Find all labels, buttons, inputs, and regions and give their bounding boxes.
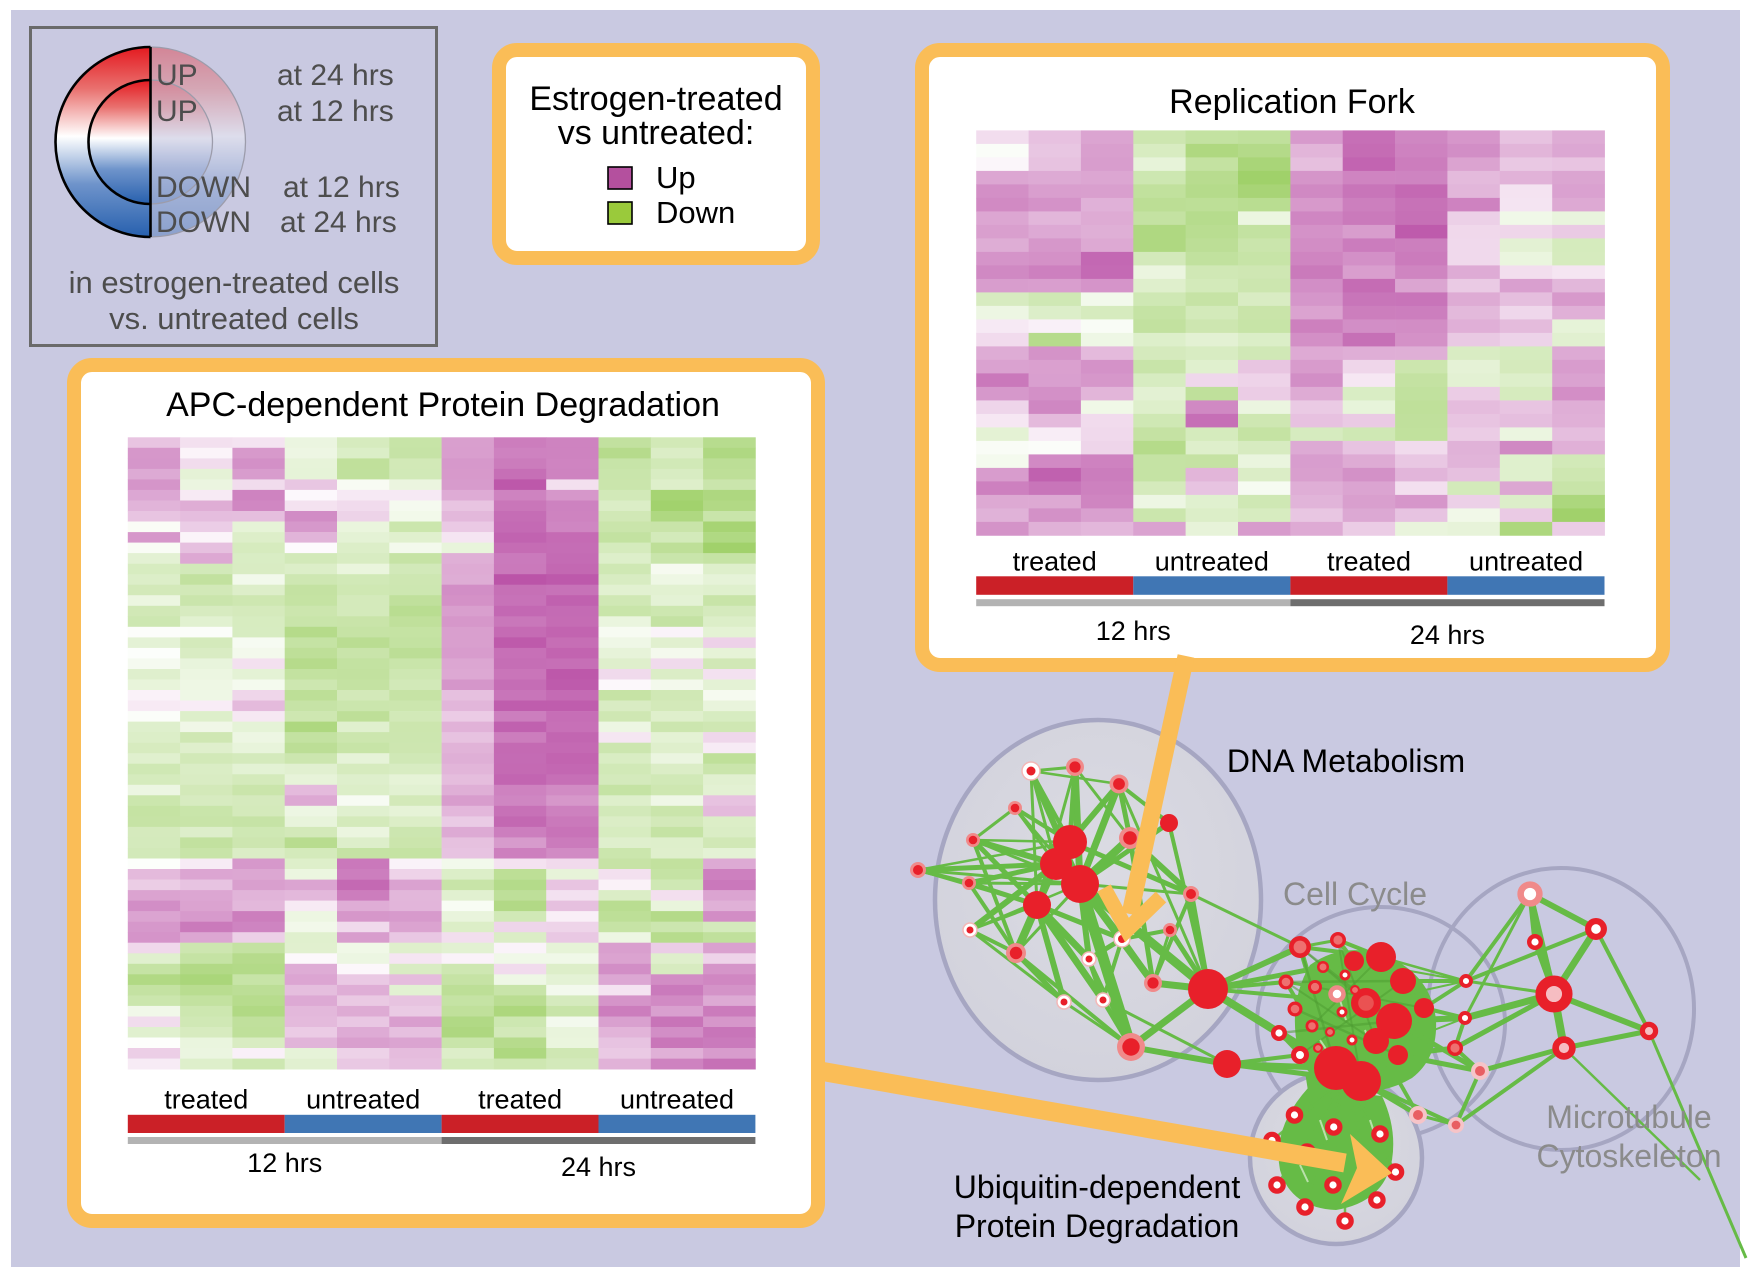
svg-text:Protein Degradation: Protein Degradation	[955, 1208, 1240, 1244]
svg-text:UP: UP	[156, 59, 198, 92]
svg-text:12 hrs: 12 hrs	[1096, 616, 1171, 646]
svg-text:Cytoskeleton: Cytoskeleton	[1537, 1138, 1722, 1174]
svg-text:24 hrs: 24 hrs	[1410, 620, 1485, 650]
svg-text:DOWN: DOWN	[156, 171, 251, 204]
svg-text:UP: UP	[156, 95, 198, 128]
svg-text:Down: Down	[656, 195, 735, 230]
svg-text:vs untreated:: vs untreated:	[558, 114, 755, 152]
svg-text:treated: treated	[164, 1085, 248, 1115]
svg-text:treated: treated	[478, 1085, 562, 1115]
svg-text:in estrogen-treated cells: in estrogen-treated cells	[69, 265, 400, 300]
svg-text:treated: treated	[1327, 547, 1411, 577]
svg-text:vs. untreated cells: vs. untreated cells	[109, 301, 359, 336]
svg-text:Ubiquitin-dependent: Ubiquitin-dependent	[954, 1169, 1241, 1205]
svg-text:Replication Fork: Replication Fork	[1169, 83, 1416, 121]
svg-text:Estrogen-treated: Estrogen-treated	[529, 80, 782, 118]
svg-text:untreated: untreated	[1469, 547, 1583, 577]
svg-text:12 hrs: 12 hrs	[247, 1148, 322, 1178]
svg-text:APC-dependent Protein Degradat: APC-dependent Protein Degradation	[166, 386, 720, 424]
svg-text:Cell Cycle: Cell Cycle	[1283, 876, 1427, 912]
svg-text:at 12 hrs: at 12 hrs	[277, 95, 394, 128]
svg-text:at 24 hrs: at 24 hrs	[277, 59, 394, 92]
svg-text:Microtubule: Microtubule	[1546, 1099, 1711, 1135]
svg-text:24 hrs: 24 hrs	[561, 1152, 636, 1182]
svg-text:DOWN: DOWN	[156, 206, 251, 239]
svg-text:untreated: untreated	[620, 1085, 734, 1115]
svg-text:DNA Metabolism: DNA Metabolism	[1227, 743, 1465, 779]
svg-text:untreated: untreated	[1155, 547, 1269, 577]
svg-text:untreated: untreated	[306, 1085, 420, 1115]
svg-text:treated: treated	[1013, 547, 1097, 577]
svg-text:at 12 hrs: at 12 hrs	[283, 171, 400, 204]
svg-text:Up: Up	[656, 160, 696, 195]
svg-text:at 24 hrs: at 24 hrs	[280, 206, 397, 239]
